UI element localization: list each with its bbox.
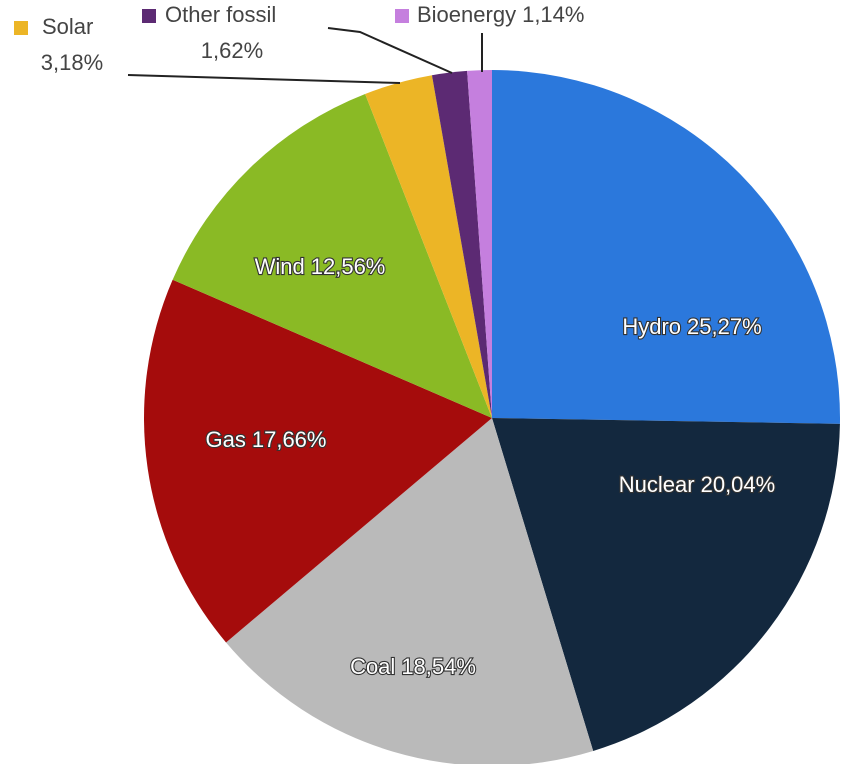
slice-value: 12,56% <box>311 254 386 279</box>
slice-value: 17,66% <box>252 427 327 452</box>
leader-line <box>327 27 453 74</box>
slice-name: Wind <box>255 254 305 279</box>
slice-value: 1,14% <box>522 2 584 27</box>
slice <box>226 418 594 764</box>
slice-value: 20,04% <box>701 472 776 497</box>
slice-label: Gas 17,66% <box>206 427 327 452</box>
slice-value: 1,62% <box>201 38 263 63</box>
slice-name: Nuclear <box>619 472 695 497</box>
slice-name: Other fossil <box>165 2 276 27</box>
slice <box>467 70 492 418</box>
slice <box>143 279 492 643</box>
pie <box>143 70 840 764</box>
slice-label: Coal 18,54% <box>350 654 476 679</box>
slice-label: Wind 12,56% <box>255 254 386 279</box>
leader-lines <box>127 27 483 84</box>
slice-label: Bioenergy 1,14% <box>417 2 584 27</box>
slice-label: Nuclear 20,04% <box>619 472 775 497</box>
slice <box>492 70 840 424</box>
slice <box>431 70 492 419</box>
slice <box>172 93 492 418</box>
slice-name: Bioenergy <box>417 2 516 27</box>
slice-name: Solar <box>42 14 93 39</box>
labels: Hydro 25,27% Nuclear 20,04% Coal 18,54% Gas 17,… <box>14 2 776 680</box>
slice-value: 25,27% <box>687 314 762 339</box>
slice-label: Hydro 25,27% <box>622 314 761 339</box>
slice-name: Hydro <box>622 314 681 339</box>
legend-marker <box>14 21 28 35</box>
leader-line <box>127 74 401 84</box>
slice <box>492 418 840 751</box>
slice-value: 3,18% <box>41 50 103 75</box>
legend-marker <box>142 9 156 23</box>
slice <box>365 75 492 419</box>
slice-name: Coal <box>350 654 395 679</box>
legend-marker <box>395 9 409 23</box>
slice-name: Gas <box>206 427 246 452</box>
slice-value: 18,54% <box>401 654 476 679</box>
